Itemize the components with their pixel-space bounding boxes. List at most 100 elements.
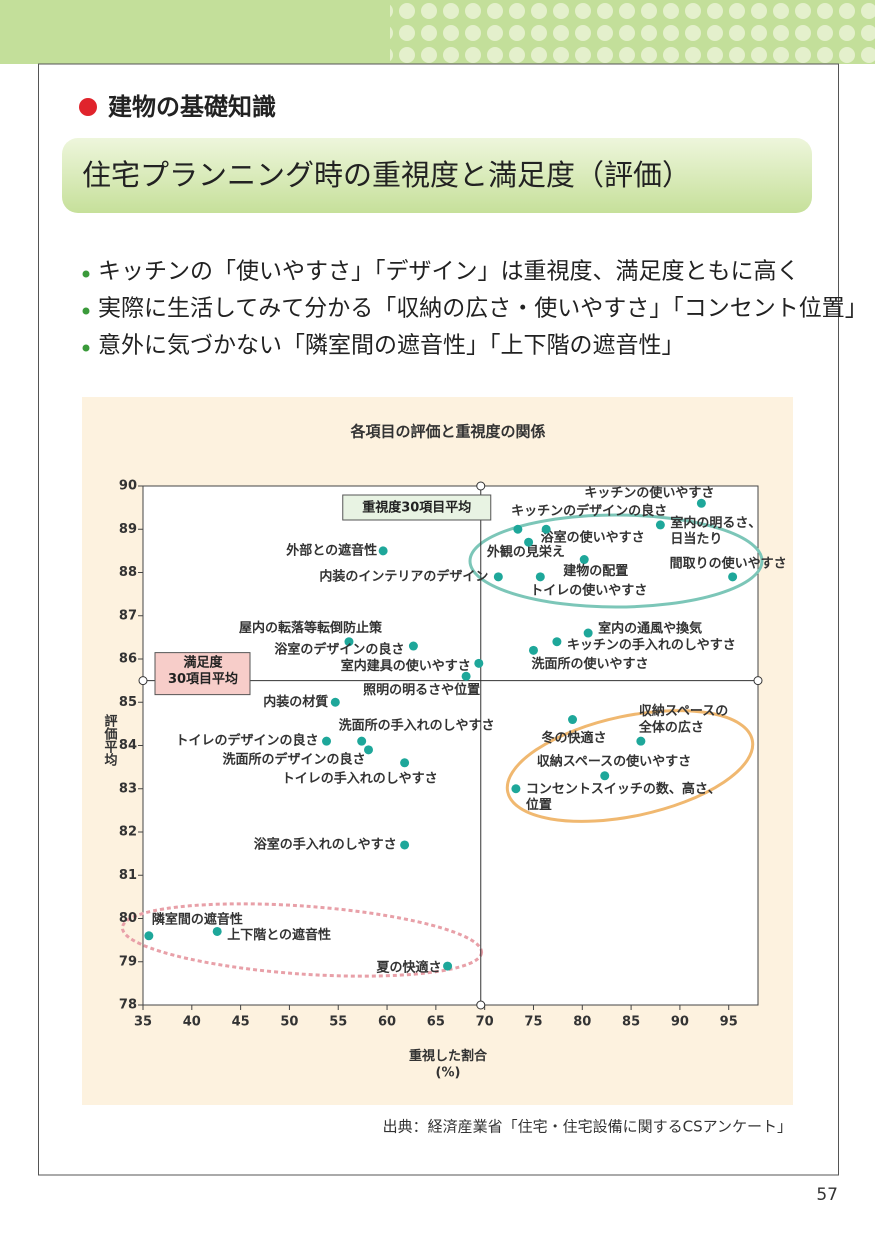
group-ellipse <box>468 513 764 609</box>
plot: 35 40 45 50 55 60 65 70 75 80 85 90 95 78 79 80 81 82 83 84… <box>119 479 787 1030</box>
y-tick-label: 89 <box>119 522 137 537</box>
point <box>583 628 593 638</box>
point <box>655 520 665 530</box>
point <box>344 637 354 647</box>
y-tick-label: 87 <box>119 608 137 623</box>
x-tick-label: 35 <box>134 1015 152 1030</box>
point-label: 隣室間の遮音性 <box>152 911 243 927</box>
annotation: 満足度 30項目平均 <box>168 654 238 686</box>
x-tick-label: 65 <box>427 1015 445 1030</box>
bullets: キッチンの「使いやすさ」「デザイン」は重視度、満足度ともに高く実際に生活してみて… <box>82 259 868 359</box>
point <box>568 715 578 725</box>
x-tick-label: 70 <box>476 1015 494 1030</box>
point-label: トイレのデザインの良さ <box>176 733 319 749</box>
point <box>378 546 388 556</box>
point <box>474 658 484 668</box>
y-tick-label: 84 <box>119 738 137 753</box>
bullet-text: 実際に生活してみて分かる「収納の広さ・使いやすさ」「コンセント位置」 <box>98 296 868 322</box>
point <box>144 931 154 941</box>
y-tick-label: 88 <box>119 565 137 580</box>
point-label: キッチンの使いやすさ <box>584 485 714 501</box>
group-ellipse <box>120 902 484 978</box>
x-tick-label: 45 <box>232 1015 250 1030</box>
point <box>400 758 410 768</box>
bullet-dot <box>82 270 90 278</box>
y-tick-label: 80 <box>119 911 137 926</box>
point-label: 収納スペースの使いやすさ <box>537 753 691 769</box>
y-tick-label: 86 <box>119 652 137 667</box>
mean-end <box>476 481 486 491</box>
frame <box>38 63 839 1176</box>
mean-end <box>138 676 148 686</box>
x-tick-label: 55 <box>329 1015 347 1030</box>
bullet-dot <box>82 307 90 315</box>
point-label: 内装のインテリアのデザイン <box>319 568 488 584</box>
section-title: 建物の基礎知識 <box>108 93 276 121</box>
point-label: 浴室の手入れのしやすさ <box>254 836 397 852</box>
bullet-text: 意外に気づかない「隣室間の遮音性」「上下階の遮音性」 <box>98 333 685 359</box>
point <box>364 745 373 755</box>
point-label: 冬の快適さ <box>542 730 607 746</box>
chart-title: 各項目の評価と重視度の関係 <box>349 423 545 441</box>
point <box>493 572 503 582</box>
point-label: キッチンのデザインの良さ <box>511 503 667 519</box>
point <box>400 840 410 850</box>
point-label: トイレの使いやすさ <box>530 582 647 598</box>
source: 出典：経済産業省「住宅・住宅設備に関するCSアンケート」 <box>383 1118 792 1136</box>
point-label: 洗面所の使いやすさ <box>531 656 648 672</box>
x-tick-label: 90 <box>671 1015 689 1030</box>
y-tick-label: 82 <box>119 825 137 840</box>
x-tick-label: 40 <box>183 1015 201 1030</box>
point-label: 浴室の使いやすさ <box>541 530 645 546</box>
bullet-text: キッチンの「使いやすさ」「デザイン」は重視度、満足度ともに高く <box>98 259 800 285</box>
bullet-dot <box>82 344 90 352</box>
point <box>443 961 453 971</box>
point-label: 浴室のデザインの良さ <box>274 642 404 658</box>
point <box>541 524 551 534</box>
page-number: 57 <box>816 1185 838 1205</box>
x-tick-label: 60 <box>378 1015 396 1030</box>
x-axis-label: 重視した割合(%) <box>409 1048 488 1080</box>
band-dots <box>390 0 875 64</box>
point <box>636 736 646 746</box>
point <box>513 524 523 534</box>
point <box>528 645 538 655</box>
annotation-box <box>342 494 492 521</box>
y-tick-label: 79 <box>119 954 137 969</box>
point-label: トイレの手入れのしやすさ <box>282 770 438 786</box>
mean-end <box>753 676 763 686</box>
page-title: 住宅プランニング時の重視度と満足度（評価） <box>82 158 691 192</box>
group-ellipse <box>505 709 755 823</box>
point <box>552 637 562 647</box>
point-label: 外部との遮音性 <box>285 542 377 558</box>
point-label: 建物の配置 <box>563 563 628 579</box>
point-label: 洗面所の手入れのしやすさ <box>339 718 495 734</box>
point <box>322 736 332 746</box>
annotation: 重視度30項目平均 <box>362 500 471 516</box>
point-label: 夏の快適さ <box>376 960 442 976</box>
point-label: 収納スペースの全体の広さ <box>638 703 728 735</box>
point <box>696 498 706 508</box>
point-label: 室内の通風や換気 <box>598 621 702 637</box>
point <box>524 537 534 547</box>
y-axis-label: 評価平均 <box>102 713 119 767</box>
title-box <box>62 138 812 213</box>
y-tick-label: 78 <box>119 998 137 1013</box>
point <box>330 697 340 707</box>
point <box>728 572 738 582</box>
y-tick-label: 83 <box>119 781 137 796</box>
mean-end <box>476 1000 486 1010</box>
x-tick-label: 75 <box>524 1015 542 1030</box>
point <box>357 736 367 746</box>
point-label: 間取りの使いやすさ <box>670 555 787 571</box>
section-dot <box>79 98 97 116</box>
y-tick-label: 90 <box>119 479 137 494</box>
point-label: 内装の材質 <box>263 694 328 710</box>
point-label: キッチンの手入れのしやすさ <box>567 637 736 653</box>
point-label: 屋内の転落等転倒防止策 <box>239 620 383 636</box>
x-tick-label: 95 <box>720 1015 738 1030</box>
x-tick-label: 85 <box>622 1015 640 1030</box>
point-label: 上下階との遮音性 <box>227 927 331 943</box>
point <box>212 926 222 936</box>
